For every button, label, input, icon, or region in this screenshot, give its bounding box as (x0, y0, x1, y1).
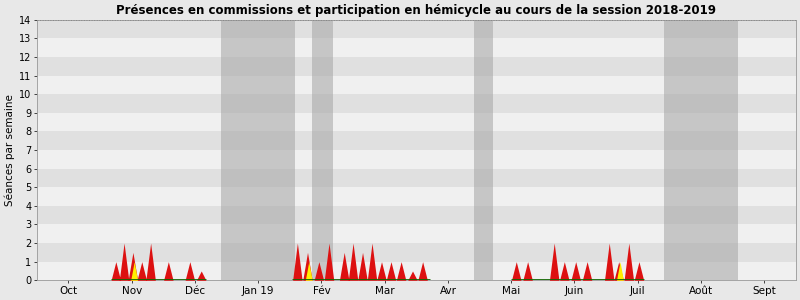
Bar (37, 38, 796, 57)
Bar (37, 57, 796, 76)
Bar (37, 187, 796, 206)
Bar (37, 243, 796, 262)
Bar (37, 262, 796, 280)
Bar (664, 20, 738, 280)
Bar (37, 206, 796, 224)
Bar (37, 113, 796, 131)
Bar (37, 94, 796, 113)
Bar (474, 20, 494, 280)
Bar (37, 131, 796, 150)
Bar (312, 20, 333, 280)
Bar (37, 150, 796, 169)
Bar (222, 20, 295, 280)
Title: Présences en commissions et participation en hémicycle au cours de la session 20: Présences en commissions et participatio… (116, 4, 716, 17)
Bar (37, 20, 796, 38)
Bar (37, 169, 796, 187)
Y-axis label: Séances par semaine: Séances par semaine (4, 94, 14, 206)
Bar (37, 224, 796, 243)
Bar (37, 76, 796, 94)
